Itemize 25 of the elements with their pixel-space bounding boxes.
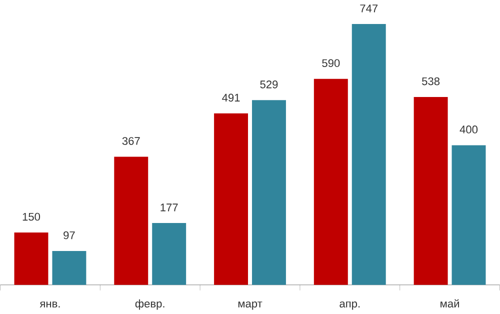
bar — [352, 24, 386, 285]
x-tick-label: март — [238, 301, 262, 310]
data-label: 538 — [422, 77, 440, 86]
data-label: 177 — [160, 203, 178, 212]
data-label: 590 — [322, 59, 340, 67]
x-tick-label: май — [440, 299, 459, 308]
bar — [214, 113, 248, 285]
bar — [114, 156, 148, 285]
data-label: 150 — [22, 212, 40, 221]
data-label: 747 — [360, 4, 378, 12]
data-label: 529 — [260, 80, 278, 88]
x-tick-label: февр. — [135, 299, 164, 310]
bar — [452, 145, 486, 285]
x-tick-label: апр. — [340, 301, 360, 310]
bar — [14, 232, 48, 285]
data-label: 97 — [64, 231, 75, 240]
bar — [252, 100, 286, 285]
bar — [414, 96, 448, 285]
data-label: 491 — [222, 94, 240, 102]
data-label: 367 — [122, 136, 140, 145]
bar — [152, 222, 186, 285]
bar — [314, 78, 348, 285]
bar — [52, 250, 86, 285]
x-tick-label: янв. — [40, 301, 60, 308]
data-label: 400 — [460, 125, 478, 134]
